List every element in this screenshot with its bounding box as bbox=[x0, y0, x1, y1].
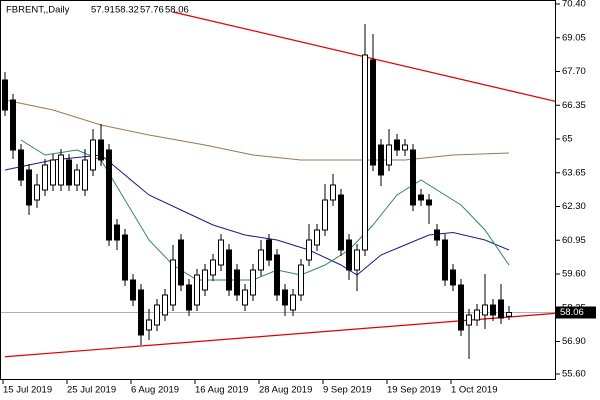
candle-body bbox=[210, 259, 216, 276]
moving-average bbox=[4, 99, 510, 161]
candle-body bbox=[34, 184, 40, 201]
candle-body bbox=[354, 249, 360, 271]
candle-body bbox=[186, 284, 192, 311]
x-tick-label: 9 Sep 2019 bbox=[323, 385, 372, 396]
candle-body bbox=[170, 259, 176, 306]
header-close: 58.06 bbox=[165, 5, 189, 16]
candle-body bbox=[298, 264, 304, 296]
candle-body bbox=[346, 239, 352, 271]
candle-body bbox=[274, 254, 280, 296]
candle-body bbox=[378, 144, 384, 176]
y-tick-label: 62.30 bbox=[562, 201, 586, 212]
candle-body bbox=[466, 314, 472, 326]
candle-body bbox=[106, 149, 112, 241]
candle-body bbox=[58, 154, 64, 186]
candle-body bbox=[434, 229, 440, 241]
candle-body bbox=[114, 224, 120, 241]
candle-body bbox=[122, 234, 128, 281]
x-tick-label: 1 Oct 2019 bbox=[451, 385, 497, 396]
candle-body bbox=[482, 304, 488, 316]
candle-body bbox=[490, 304, 496, 316]
candle-body bbox=[18, 149, 24, 181]
candle-body bbox=[242, 289, 248, 306]
x-tick-label: 15 Jul 2019 bbox=[3, 385, 52, 396]
symbol-label: FBRENT,,Daily bbox=[6, 5, 70, 16]
moving-average bbox=[4, 154, 510, 276]
y-tick-label: 69.05 bbox=[562, 32, 586, 43]
candle-body bbox=[498, 299, 504, 319]
candle-body bbox=[442, 239, 448, 281]
y-tick-label: 67.70 bbox=[562, 66, 586, 77]
candle-body bbox=[42, 164, 48, 191]
candle-body bbox=[26, 169, 32, 206]
x-tick-label: 28 Aug 2019 bbox=[259, 385, 312, 396]
candle-body bbox=[202, 269, 208, 291]
candle-body bbox=[66, 159, 72, 186]
candle-body bbox=[234, 269, 240, 296]
candle-body bbox=[402, 144, 408, 151]
candle-body bbox=[386, 144, 392, 166]
candle-body bbox=[2, 79, 8, 111]
candle-body bbox=[306, 239, 312, 261]
header-high: 58.32 bbox=[115, 5, 139, 16]
x-tick-label: 19 Sep 2019 bbox=[387, 385, 441, 396]
y-tick-label: 66.35 bbox=[562, 100, 586, 111]
candle-body bbox=[10, 99, 16, 151]
candle-body bbox=[138, 289, 144, 336]
candle-body bbox=[250, 269, 256, 296]
candle-body bbox=[74, 169, 80, 186]
price-label: 58.06 bbox=[560, 307, 584, 318]
candle-body bbox=[322, 199, 328, 231]
candle-body bbox=[266, 239, 272, 261]
candle-body bbox=[282, 289, 288, 306]
candle-body bbox=[90, 139, 96, 171]
candle-body bbox=[178, 239, 184, 286]
candle-body bbox=[418, 194, 424, 201]
candle-body bbox=[290, 294, 296, 311]
candle-body bbox=[50, 159, 56, 186]
y-tick-label: 56.90 bbox=[562, 336, 586, 347]
candle-body bbox=[154, 304, 160, 326]
candle-body bbox=[338, 194, 344, 251]
candle-body bbox=[426, 199, 432, 206]
candle-body bbox=[314, 229, 320, 246]
candle-body bbox=[194, 274, 200, 306]
price-label-box bbox=[556, 306, 596, 319]
header-open: 57.91 bbox=[91, 5, 115, 16]
candle-body bbox=[98, 139, 104, 161]
candle-body bbox=[226, 249, 232, 291]
x-tick-label: 6 Aug 2019 bbox=[131, 385, 179, 396]
candle-body bbox=[130, 279, 136, 301]
candle-body bbox=[474, 309, 480, 321]
y-tick-label: 63.65 bbox=[562, 167, 586, 178]
header-low: 57.76 bbox=[140, 5, 164, 16]
candle-body bbox=[258, 249, 264, 271]
trendline bbox=[172, 11, 555, 102]
x-tick-label: 25 Jul 2019 bbox=[67, 385, 116, 396]
candle-body bbox=[458, 284, 464, 331]
x-tick-label: 16 Aug 2019 bbox=[195, 385, 248, 396]
candle-body bbox=[146, 319, 152, 331]
candle-body bbox=[450, 269, 456, 286]
y-tick-label: 55.60 bbox=[562, 369, 586, 380]
y-tick-label: 59.60 bbox=[562, 269, 586, 280]
candle-body bbox=[330, 184, 336, 201]
candle-body bbox=[394, 139, 400, 151]
candle-body bbox=[370, 59, 376, 166]
y-tick-label: 70.40 bbox=[562, 0, 586, 10]
candle-body bbox=[506, 312, 512, 317]
candle-body bbox=[162, 294, 168, 316]
candle-body bbox=[218, 239, 224, 266]
candle-body bbox=[410, 149, 416, 206]
plot-area bbox=[1, 11, 555, 359]
y-tick-label: 60.95 bbox=[562, 235, 586, 246]
y-tick-label: 65 bbox=[562, 134, 573, 145]
candle-body bbox=[82, 159, 88, 191]
candle-body bbox=[362, 54, 368, 251]
